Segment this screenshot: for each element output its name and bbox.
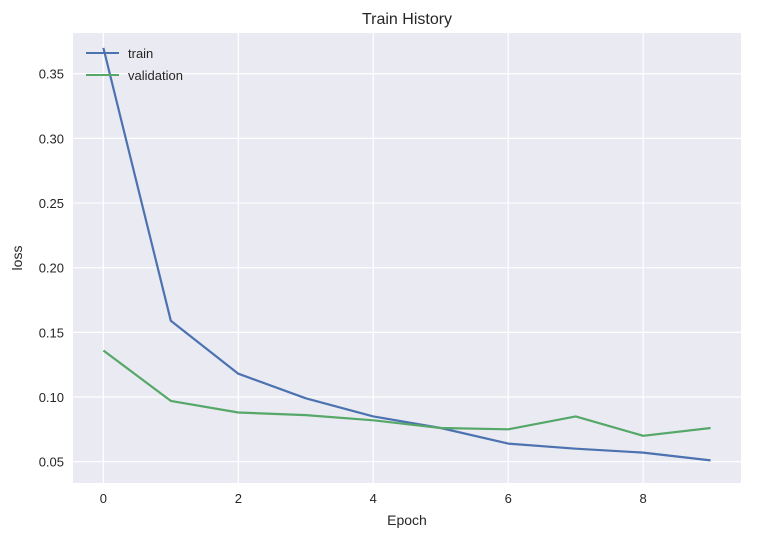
y-tick-label: 0.25 [39, 196, 64, 211]
y-tick-label: 0.10 [39, 390, 64, 405]
legend-label-validation: validation [128, 68, 183, 83]
plot-background [73, 33, 741, 483]
y-tick-label: 0.30 [39, 131, 64, 146]
y-tick-label: 0.05 [39, 455, 64, 470]
legend-label-train: train [128, 46, 153, 61]
x-axis-label: Epoch [387, 512, 427, 528]
x-tick-label: 8 [640, 491, 647, 506]
x-tick-label: 0 [100, 491, 107, 506]
x-tick-label: 6 [505, 491, 512, 506]
x-tick-label: 2 [235, 491, 242, 506]
chart-title: Train History [362, 11, 452, 28]
y-axis-label: loss [9, 246, 25, 271]
y-tick-label: 0.35 [39, 67, 64, 82]
y-tick-label: 0.15 [39, 325, 64, 340]
y-tick-label: 0.20 [39, 261, 64, 276]
x-tick-label: 4 [370, 491, 377, 506]
